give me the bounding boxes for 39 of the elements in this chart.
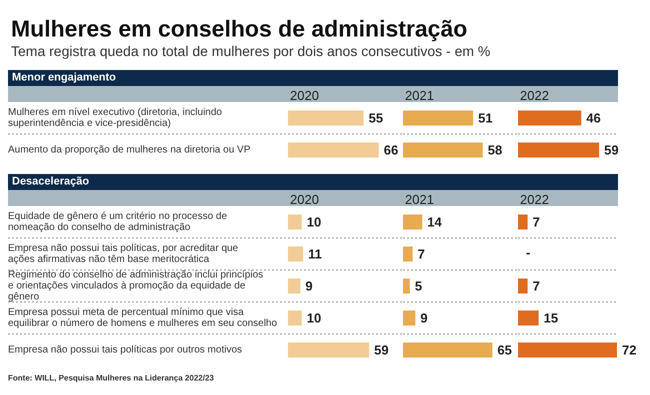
data-label: 72 xyxy=(622,342,636,358)
y-tick-label: Empresa não possui tais políticas, por acreditar que ações afirmativas não têm base meritocrática xyxy=(8,243,241,265)
series-label: 2021 xyxy=(405,88,434,103)
y-tick-label: Mulheres em nível executivo (diretoria, incluindo superintendência e vice-presidência) xyxy=(8,107,225,129)
data-label: 58 xyxy=(488,142,502,158)
y-tick-label: Empresa possui meta de percentual mínimo que visa equilibrar o número de homens e mulheres em seu conselho xyxy=(8,307,278,329)
source-note: Fonte: WILL, Pesquisa Mulheres na Liderança 2022/23 xyxy=(8,374,214,382)
data-label: 7 xyxy=(532,214,540,230)
text: - xyxy=(526,245,530,260)
data-label: 14 xyxy=(427,214,442,230)
y-tick-label: Equidade de gênero é um critério no processo de nomeação do conselho de administração xyxy=(8,211,230,233)
text: Menor engajamento xyxy=(12,72,116,84)
series-label: 2020 xyxy=(290,192,319,207)
y-tick-label: Empresa não possui tais políticas por outros motivos xyxy=(8,344,242,356)
data-label: 66 xyxy=(384,142,398,158)
data-label: 59 xyxy=(604,142,619,158)
series-label: 2020 xyxy=(290,88,319,103)
series-label: 2021 xyxy=(405,192,434,207)
y-tick-label: Regimento do conselho de administração inclui princípios e orientações vinculados à promoção da equidade de gênero xyxy=(8,270,266,302)
data-label: 5 xyxy=(414,278,422,294)
data-label: 65 xyxy=(497,342,512,358)
data-label: 55 xyxy=(368,110,384,126)
series-label: 2022 xyxy=(520,88,549,103)
data-label: 9 xyxy=(305,278,313,294)
chart-subtitle: Tema registra queda no total de mulheres por dois anos consecutivos - em % xyxy=(11,43,490,59)
data-label: 59 xyxy=(374,342,389,358)
data-label: 10 xyxy=(306,214,322,230)
data-label: 51 xyxy=(478,110,493,126)
data-label: 46 xyxy=(586,110,601,126)
y-tick-label: Aumento da proporção de mulheres na diretoria ou VP xyxy=(8,144,251,156)
series-label: 2022 xyxy=(520,192,549,207)
data-label: 7 xyxy=(418,246,425,262)
text: Desaceleração xyxy=(12,176,90,188)
data-label: 15 xyxy=(544,310,558,326)
data-label: 9 xyxy=(420,310,428,326)
data-label: 11 xyxy=(308,246,322,262)
data-label: 10 xyxy=(306,310,322,326)
data-label: 7 xyxy=(532,278,540,294)
chart-title: Mulheres em conselhos de administração xyxy=(11,16,468,42)
